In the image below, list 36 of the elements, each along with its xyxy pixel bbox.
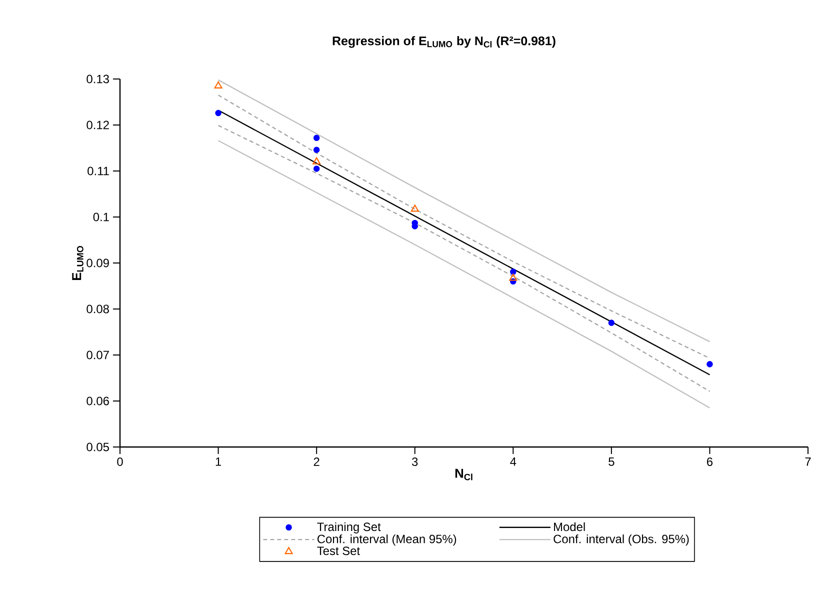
x-tick-label: 6 [707,458,713,466]
x-tick-label: 3 [412,458,418,466]
x-tick-label: 4 [510,458,516,466]
x-tick-label: 0 [117,458,123,466]
point [509,274,518,281]
y-tick-label: 0.13 [86,74,109,84]
x-tick-label: 7 [805,458,811,466]
legend-label: Training Set [317,522,381,534]
point [214,81,222,88]
legend-label: Conf. interval (Mean 95%) [317,534,456,546]
point [313,146,320,153]
x-tick-label: 1 [216,458,222,466]
point [706,361,713,368]
point [510,268,516,275]
x-tick-label: 2 [314,458,320,466]
y-tick-label: 0.06 [86,396,109,406]
y-tick-label: 0.1 [93,212,109,222]
point [312,157,321,164]
y-tick-label: 0.12 [86,120,109,130]
x-tick-label: 5 [608,458,614,466]
y-tick-label: 0.07 [86,350,109,360]
legend-label: Model [554,522,585,532]
legend-label: Test Set [317,546,360,556]
point [608,320,615,326]
y-tick-label: 0.11 [88,166,109,176]
legend-label: Conf. interval (Obs. 95%) [554,534,689,546]
y-tick-label: 0.09 [86,258,109,268]
point [313,166,320,172]
point [313,134,320,142]
x-axis-title: N$_{Cl}$ [455,468,472,480]
y-tick-label: 0.05 [86,442,109,452]
y-axis-title: E$_{LUMO}$ [72,246,84,280]
point [410,204,419,212]
point [215,110,222,116]
chart-title: Regression of E$_{LUMO}$ by N$_{Cl}$ (R²=0.981) [332,36,556,48]
y-tick-label: 0.08 [86,304,109,314]
